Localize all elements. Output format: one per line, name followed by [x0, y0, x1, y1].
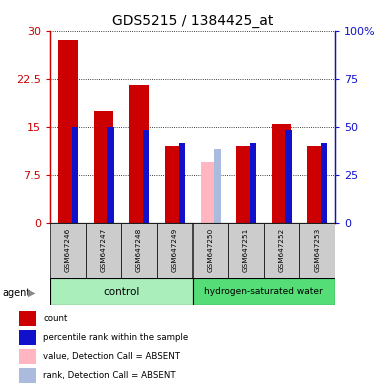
- Bar: [19, 349, 36, 364]
- Bar: [165, 146, 184, 223]
- Bar: [50, 278, 192, 305]
- Bar: [192, 223, 228, 278]
- Bar: [107, 127, 114, 223]
- Bar: [228, 223, 264, 278]
- Bar: [307, 146, 327, 223]
- Bar: [250, 143, 256, 223]
- Text: GSM647251: GSM647251: [243, 227, 249, 271]
- Bar: [201, 162, 220, 223]
- Bar: [86, 223, 121, 278]
- Bar: [19, 330, 36, 345]
- Text: value, Detection Call = ABSENT: value, Detection Call = ABSENT: [43, 352, 180, 361]
- Text: hydrogen-saturated water: hydrogen-saturated water: [204, 287, 323, 296]
- Bar: [143, 130, 149, 223]
- Bar: [300, 223, 335, 278]
- Bar: [214, 149, 221, 223]
- Bar: [72, 127, 78, 223]
- Bar: [121, 223, 157, 278]
- Text: GSM647250: GSM647250: [207, 227, 213, 271]
- Bar: [192, 278, 335, 305]
- Bar: [94, 111, 113, 223]
- Bar: [129, 85, 149, 223]
- Text: ▶: ▶: [28, 288, 35, 298]
- Text: GSM647253: GSM647253: [314, 227, 320, 271]
- Text: GSM647246: GSM647246: [65, 227, 71, 271]
- Text: rank, Detection Call = ABSENT: rank, Detection Call = ABSENT: [43, 371, 176, 379]
- Text: GSM647252: GSM647252: [278, 227, 285, 271]
- Bar: [58, 40, 78, 223]
- Bar: [272, 124, 291, 223]
- Text: agent: agent: [2, 288, 30, 298]
- Text: control: control: [103, 287, 139, 297]
- Bar: [19, 367, 36, 382]
- Bar: [236, 146, 256, 223]
- Bar: [19, 311, 36, 326]
- Bar: [285, 130, 292, 223]
- Text: GSM647247: GSM647247: [100, 227, 107, 271]
- Text: GSM647248: GSM647248: [136, 227, 142, 271]
- Bar: [179, 143, 185, 223]
- Bar: [50, 223, 85, 278]
- Bar: [321, 143, 328, 223]
- Bar: [264, 223, 299, 278]
- Text: count: count: [43, 314, 67, 323]
- Text: percentile rank within the sample: percentile rank within the sample: [43, 333, 188, 342]
- Text: GSM647249: GSM647249: [172, 227, 178, 271]
- Bar: [157, 223, 192, 278]
- Title: GDS5215 / 1384425_at: GDS5215 / 1384425_at: [112, 14, 273, 28]
